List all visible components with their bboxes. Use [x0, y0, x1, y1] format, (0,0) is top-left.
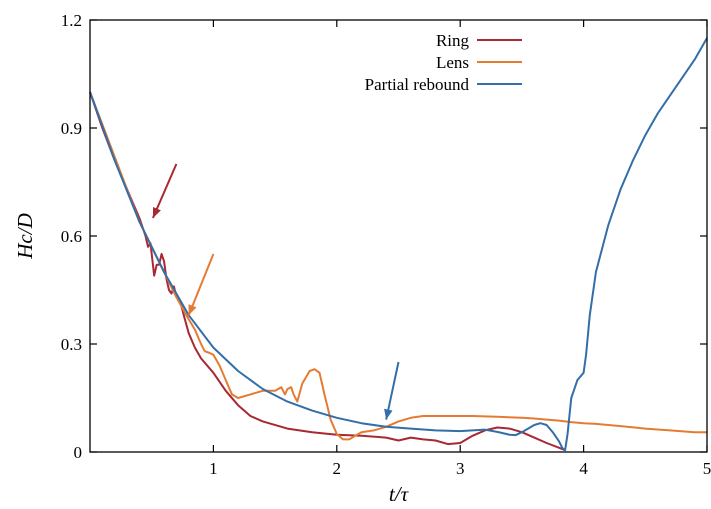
- series-line-3: [89, 37, 708, 452]
- x-tick-label: 4: [579, 459, 588, 478]
- x-tick-label: 2: [333, 459, 342, 478]
- y-tick-label: 1.2: [61, 11, 82, 30]
- legend-label: Partial rebound: [365, 75, 470, 94]
- legend-label: Ring: [436, 31, 470, 50]
- legend-entry: Partial rebound: [365, 75, 522, 94]
- y-axis-label: Hc/D: [13, 213, 37, 260]
- annotation-arrows: [152, 163, 400, 420]
- y-tick-label: 0: [74, 443, 83, 462]
- axis-ticks: 1 2 3 4 5 0 0.3 0.6 0.9 1.2: [61, 11, 711, 478]
- x-tick-label: 3: [456, 459, 465, 478]
- annotation-arrow-2: [187, 253, 215, 316]
- y-tick-label: 0.3: [61, 335, 82, 354]
- x-axis-label: t/τ: [389, 482, 410, 506]
- legend: Ring Lens Partial rebound: [365, 31, 522, 94]
- y-tick-label: 0.9: [61, 119, 82, 138]
- annotation-arrow-3: [384, 361, 400, 420]
- series-line-2: [89, 91, 707, 441]
- series-line-1: [89, 91, 566, 452]
- legend-entry: Lens: [436, 53, 522, 72]
- legend-entry: Ring: [436, 31, 522, 50]
- series-layer: [89, 37, 708, 452]
- annotation-arrow-1: [152, 163, 178, 219]
- x-tick-label: 5: [703, 459, 711, 478]
- y-tick-label: 0.6: [61, 227, 82, 246]
- legend-label: Lens: [436, 53, 469, 72]
- x-tick-label: 1: [209, 459, 218, 478]
